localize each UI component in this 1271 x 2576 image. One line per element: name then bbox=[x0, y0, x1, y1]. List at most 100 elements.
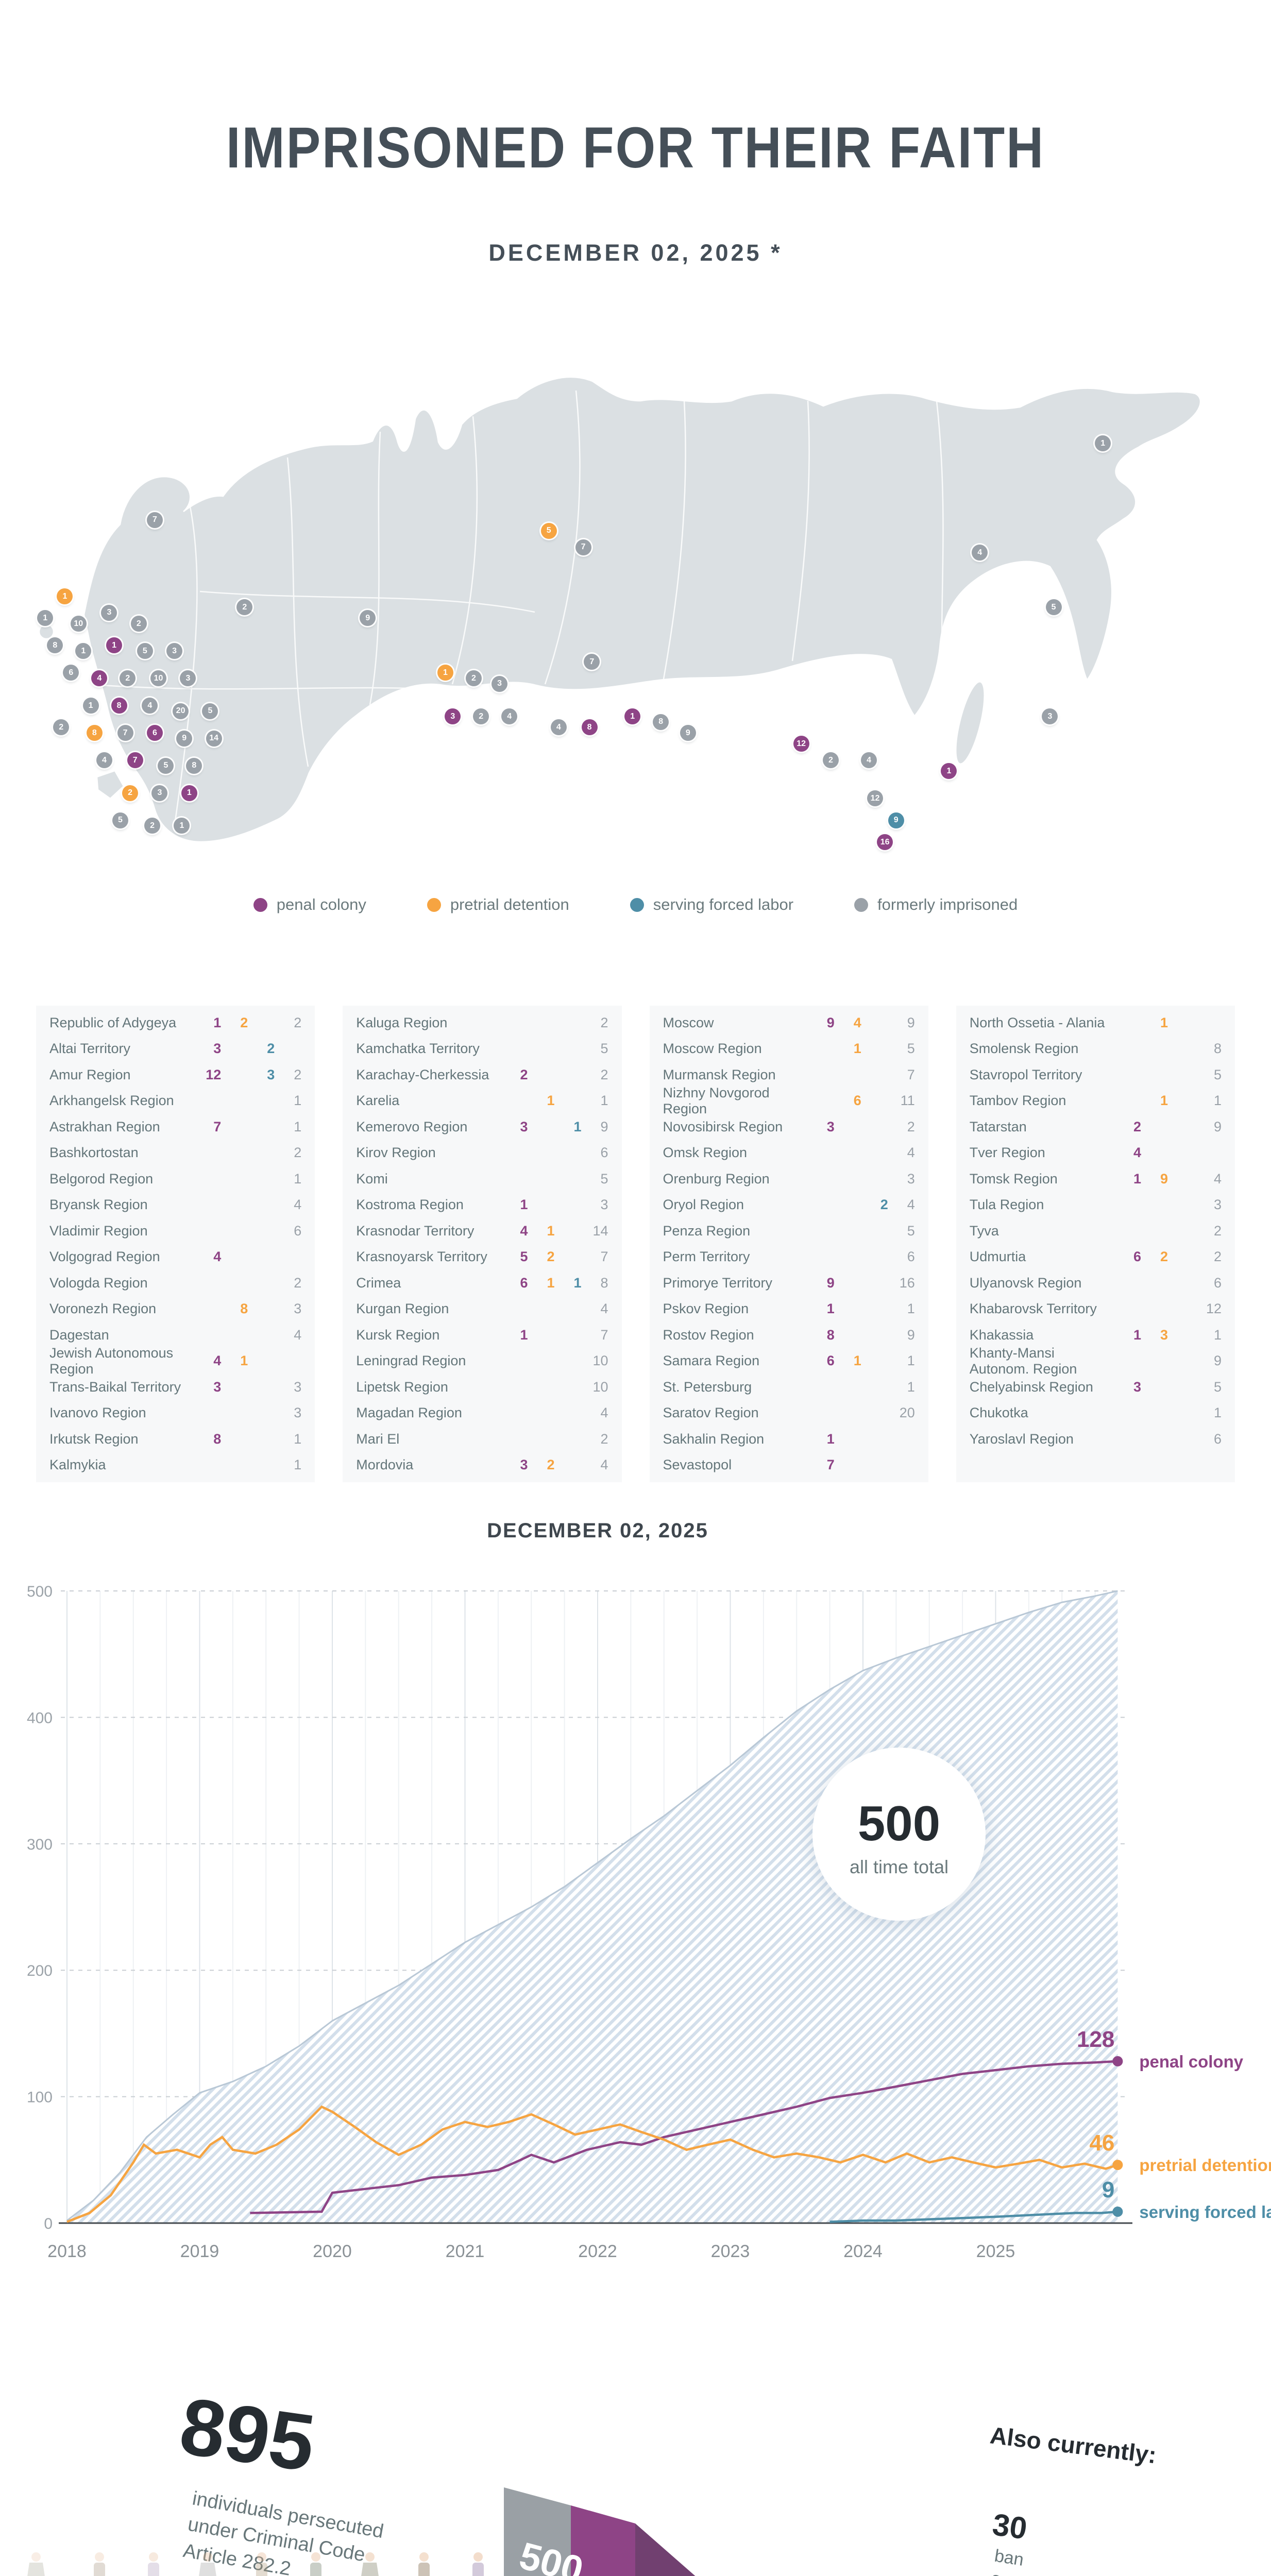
region-count-g: 4 bbox=[1213, 1171, 1222, 1187]
map-marker: 3 bbox=[180, 670, 196, 686]
region-name: Arkhangelsk Region bbox=[49, 1093, 174, 1109]
region-name: Dagestan bbox=[49, 1327, 109, 1343]
region-row: Kaluga Region 2 bbox=[356, 1010, 608, 1036]
region-name: Kurgan Region bbox=[356, 1301, 449, 1317]
map-marker: 5 bbox=[158, 757, 174, 774]
region-row: Trans-Baikal Territory 3 3 bbox=[49, 1374, 301, 1400]
map-marker: 2 bbox=[823, 752, 839, 768]
region-count-g: 4 bbox=[294, 1197, 302, 1213]
map-marker: 8 bbox=[111, 698, 127, 714]
region-name: Kostroma Region bbox=[356, 1197, 464, 1213]
region-count-p: 3 bbox=[213, 1379, 222, 1395]
region-count-g: 9 bbox=[907, 1327, 915, 1343]
map-marker: 3 bbox=[151, 785, 168, 801]
svg-text:9: 9 bbox=[1102, 2177, 1114, 2202]
map-marker: 5 bbox=[112, 812, 128, 828]
region-row: Mordovia 3 2 4 bbox=[356, 1452, 608, 1479]
legend-item: formerly imprisoned bbox=[854, 895, 1018, 914]
region-name: Ivanovo Region bbox=[49, 1405, 146, 1421]
region-count-o: 2 bbox=[1160, 1249, 1168, 1265]
map-marker: 2 bbox=[120, 670, 136, 686]
svg-text:2022: 2022 bbox=[578, 2242, 617, 2261]
region-name: Khakassia bbox=[969, 1327, 1034, 1343]
region-count-p: 6 bbox=[1133, 1249, 1141, 1265]
region-row: Penza Region 5 bbox=[663, 1218, 915, 1244]
map-marker: 8 bbox=[186, 757, 202, 774]
region-count-g: 1 bbox=[294, 1093, 302, 1109]
region-count-g: 5 bbox=[907, 1223, 915, 1239]
incarcerated-stack: 500 Previously / currently incarcerated … bbox=[504, 2487, 696, 2576]
region-count-p: 1 bbox=[213, 1014, 222, 1030]
region-row: Altai Territory 3 2 bbox=[49, 1036, 301, 1062]
region-name: Crimea bbox=[356, 1275, 401, 1291]
penal-dot bbox=[253, 897, 267, 912]
region-name: Karachay-Cherkessia bbox=[356, 1066, 489, 1082]
region-count-g: 6 bbox=[1213, 1275, 1222, 1291]
region-row: Udmurtia 6 2 2 bbox=[970, 1244, 1222, 1270]
svg-text:2025: 2025 bbox=[976, 2242, 1015, 2261]
region-name: Altai Territory bbox=[49, 1041, 131, 1057]
region-count-p: 1 bbox=[826, 1431, 835, 1447]
regions-column: Kaluga Region 2 Kamchatka Territory 5 Karach… bbox=[343, 1006, 622, 1482]
region-count-g: 8 bbox=[1213, 1041, 1222, 1057]
region-row: Kostroma Region 1 3 bbox=[356, 1192, 608, 1218]
region-row: Rostov Region 8 9 bbox=[663, 1322, 915, 1348]
map-marker: 2 bbox=[53, 719, 70, 736]
map-marker: 16 bbox=[877, 834, 893, 850]
region-name: Volgograd Region bbox=[49, 1249, 160, 1265]
map-marker: 4 bbox=[861, 752, 877, 768]
region-count-g: 4 bbox=[600, 1405, 608, 1421]
region-count-p: 1 bbox=[1133, 1171, 1141, 1187]
region-count-t: 2 bbox=[267, 1041, 275, 1057]
map-marker: 4 bbox=[501, 708, 518, 725]
formerly-dot bbox=[854, 897, 869, 912]
map-marker: 4 bbox=[96, 752, 112, 768]
russia-map: 7 5 7 1 1 10 3 2 2 9 8 1 1 5 3 6 4 2 10 3 1 8 4 20 5 2 8 7 6 9 14 4 7 5 8 2… bbox=[20, 324, 1251, 870]
region-row: Komi 5 bbox=[356, 1166, 608, 1192]
total-face bbox=[504, 2487, 571, 2576]
region-name: Ulyanovsk Region bbox=[969, 1275, 1082, 1291]
region-row: Irkutsk Region 8 1 bbox=[49, 1426, 301, 1452]
map-marker: 6 bbox=[63, 665, 79, 681]
region-name: Komi bbox=[356, 1171, 388, 1187]
region-name: Astrakhan Region bbox=[49, 1118, 160, 1134]
region-count-g: 1 bbox=[1213, 1327, 1222, 1343]
region-count-p: 4 bbox=[520, 1223, 528, 1239]
map-marker: 4 bbox=[91, 670, 108, 686]
region-count-p: 1 bbox=[520, 1327, 528, 1343]
region-name: Perm Territory bbox=[663, 1249, 750, 1265]
regions-column: Republic of Adygeya 1 2 2 Altai Territory 3 2 A… bbox=[36, 1006, 315, 1482]
region-name: Voronezh Region bbox=[49, 1301, 157, 1317]
region-count-p: 9 bbox=[826, 1275, 835, 1291]
russia-map-shape bbox=[38, 376, 1201, 843]
map-marker: 2 bbox=[236, 599, 253, 616]
map-marker: 9 bbox=[680, 725, 696, 741]
region-row: Tambov Region 1 1 bbox=[970, 1088, 1222, 1114]
region-count-g: 3 bbox=[294, 1379, 302, 1395]
region-row: Saratov Region 20 bbox=[663, 1400, 915, 1427]
map-marker: 12 bbox=[867, 790, 884, 807]
region-count-o: 1 bbox=[853, 1353, 861, 1369]
svg-text:0: 0 bbox=[44, 2215, 53, 2232]
region-row: Perm Territory 6 bbox=[663, 1244, 915, 1270]
region-count-o: 1 bbox=[1160, 1014, 1168, 1030]
legend-item: serving forced labor bbox=[630, 895, 793, 914]
svg-text:2021: 2021 bbox=[446, 2242, 485, 2261]
map-marker: 3 bbox=[445, 708, 461, 725]
region-count-g: 6 bbox=[294, 1223, 302, 1239]
region-row: Kurgan Region 4 bbox=[356, 1296, 608, 1323]
region-row: Yaroslavl Region 6 bbox=[970, 1426, 1222, 1452]
region-name: Kursk Region bbox=[356, 1327, 440, 1343]
region-count-p: 3 bbox=[826, 1118, 835, 1134]
region-count-o: 2 bbox=[547, 1249, 555, 1265]
also-currently: Also currently: 30 banon activities 64 r… bbox=[989, 2421, 1267, 2576]
region-count-p: 1 bbox=[1133, 1327, 1141, 1343]
map-marker: 1 bbox=[82, 698, 99, 714]
region-row: Tver Region 4 bbox=[970, 1140, 1222, 1166]
region-count-g: 5 bbox=[600, 1171, 608, 1187]
region-name: Kamchatka Territory bbox=[356, 1041, 480, 1057]
region-row: Leningrad Region 10 bbox=[356, 1348, 608, 1375]
region-name: Tambov Region bbox=[969, 1093, 1066, 1109]
region-count-g: 6 bbox=[1213, 1431, 1222, 1447]
